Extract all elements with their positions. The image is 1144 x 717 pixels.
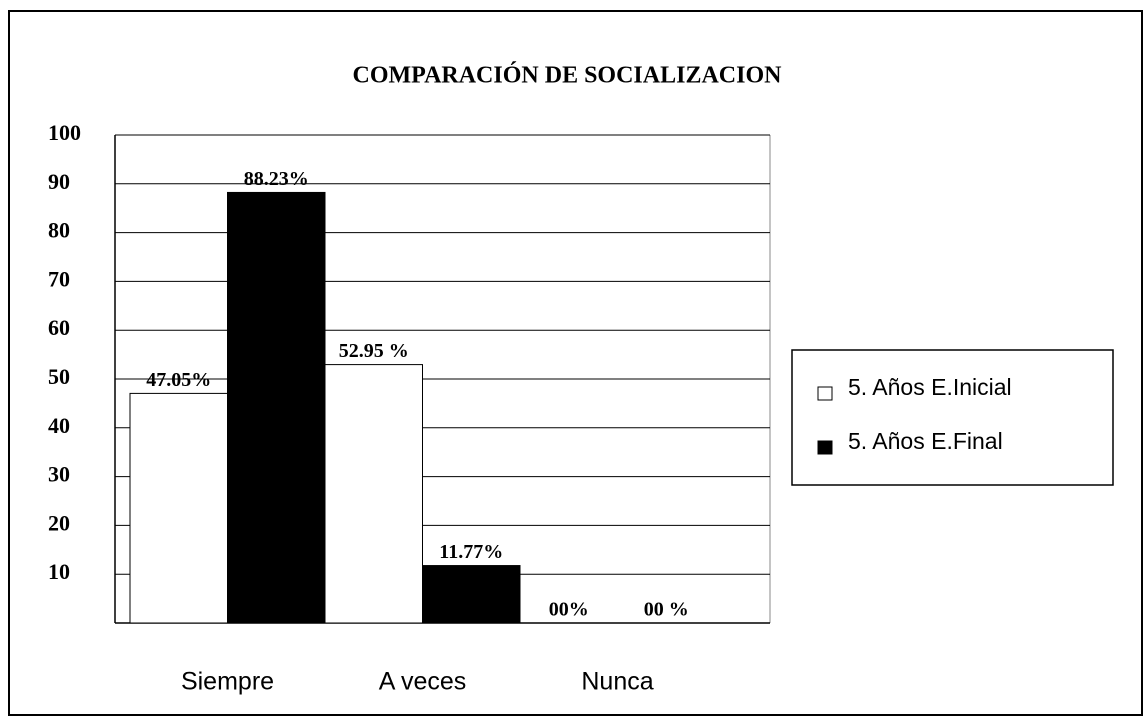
y-tick-label: 80 [48, 218, 70, 243]
y-tick-label: 20 [48, 510, 70, 535]
y-tick-label: 90 [48, 169, 70, 194]
data-label: 11.77% [439, 541, 503, 563]
bar [422, 565, 521, 624]
y-tick-label: 50 [48, 364, 70, 389]
y-tick-label: 30 [48, 462, 70, 487]
data-label: 88.23% [244, 168, 309, 190]
y-tick-label: 100 [48, 120, 81, 145]
data-label: 52.95 % [339, 340, 409, 362]
legend-swatch [817, 386, 833, 401]
y-tick-label: 10 [48, 559, 70, 584]
legend-label: 5. Años E.Inicial [848, 374, 1012, 400]
y-tick-label: 70 [48, 266, 70, 291]
x-tick-label: A veces [379, 668, 467, 696]
bar [324, 364, 423, 624]
bar [227, 191, 326, 624]
legend [791, 349, 1114, 486]
data-label: 00% [549, 599, 589, 621]
x-tick-label: Nunca [581, 668, 653, 696]
legend-label: 5. Años E.Final [848, 428, 1003, 454]
chart-title: COMPARACIÓN DE SOCIALIZACION [353, 62, 783, 89]
data-label: 00 % [644, 599, 689, 621]
x-tick-label: Siempre [181, 668, 274, 696]
y-tick-label: 40 [48, 413, 70, 438]
bar [129, 392, 228, 624]
data-label: 47.05% [146, 369, 211, 391]
legend-swatch [817, 440, 833, 455]
y-tick-label: 60 [48, 315, 70, 340]
